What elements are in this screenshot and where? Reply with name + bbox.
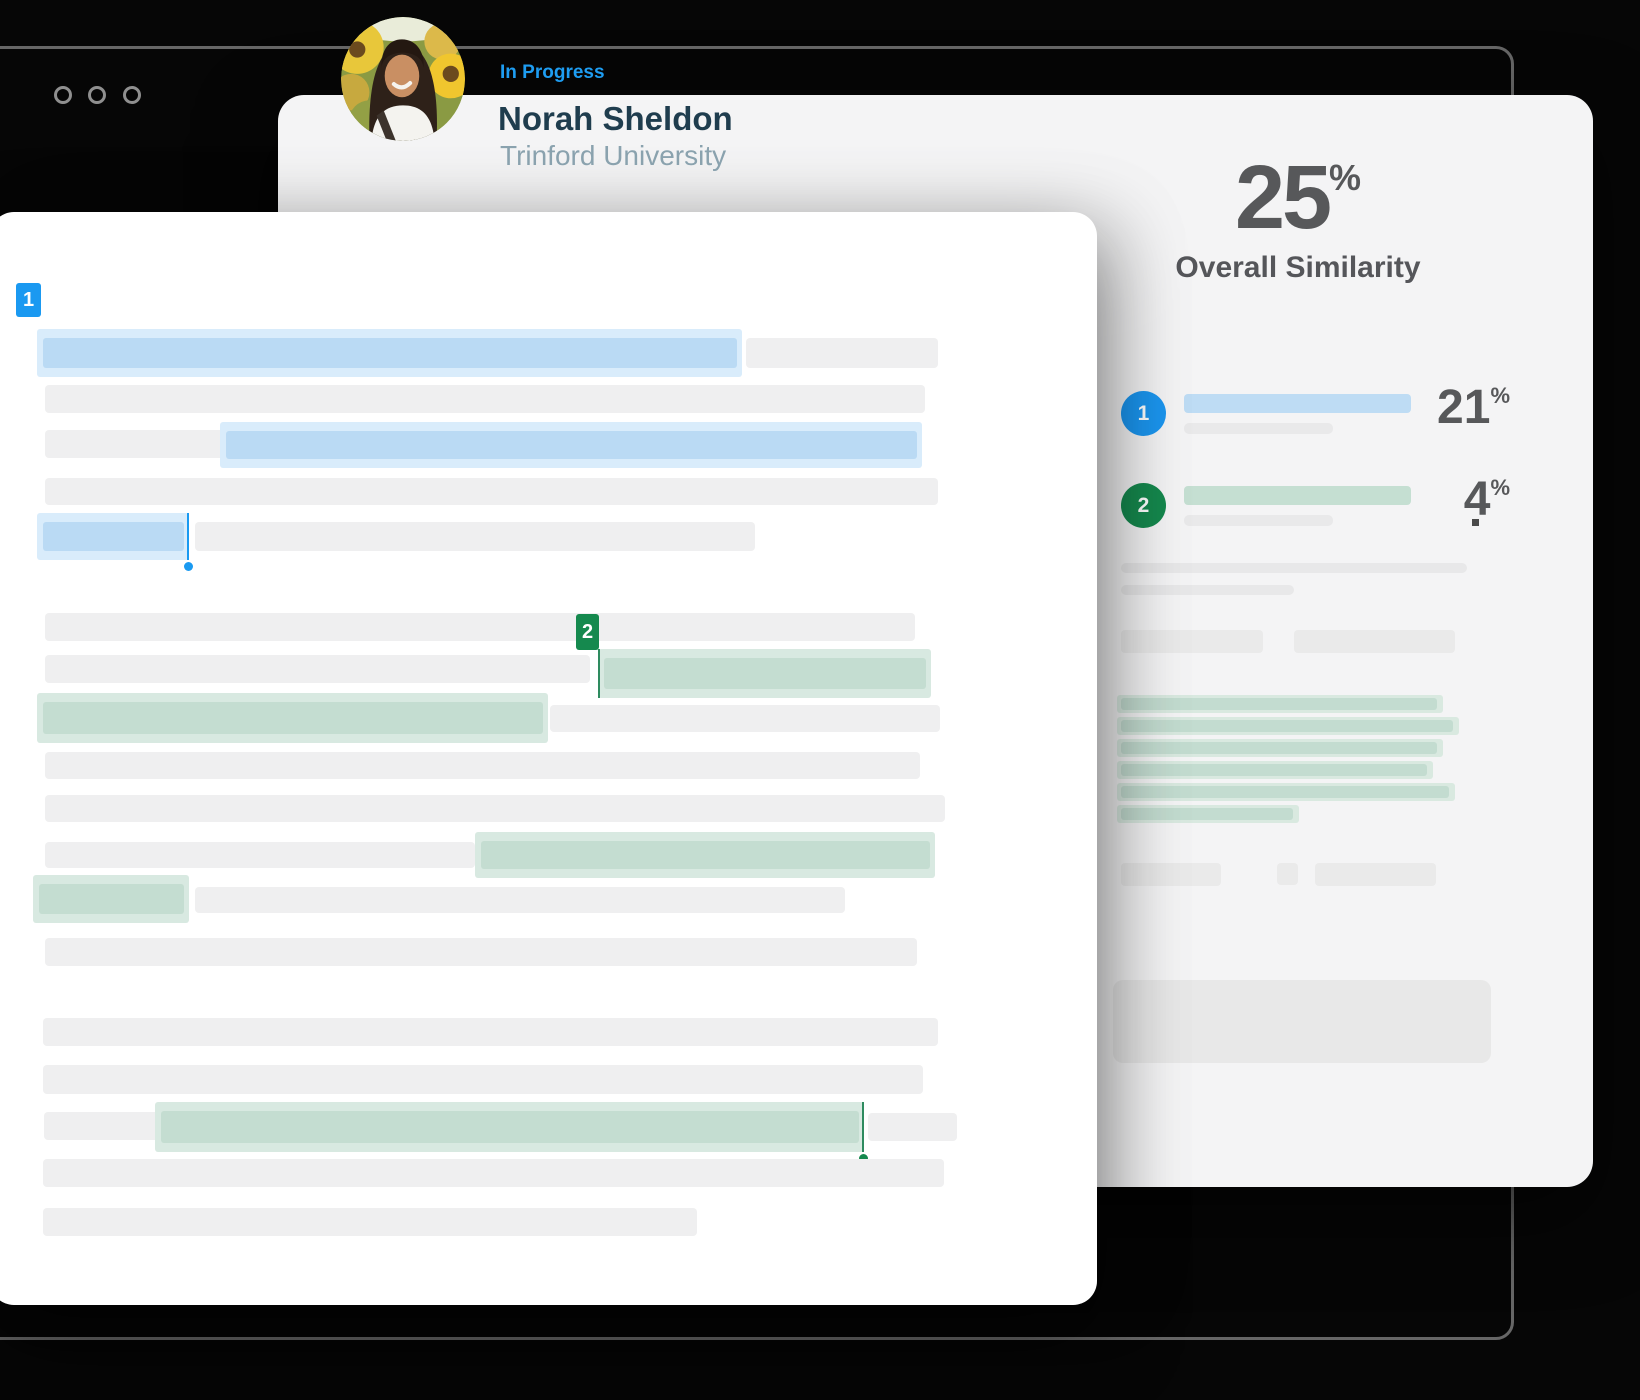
selection-caret-dot xyxy=(859,1154,868,1163)
placeholder-line xyxy=(1121,563,1467,573)
text-line-placeholder xyxy=(43,1208,697,1236)
text-line-placeholder xyxy=(195,887,845,913)
selection-caret-green[interactable] xyxy=(859,1102,868,1163)
scroll-indicator xyxy=(1472,519,1479,526)
source-1-subbar xyxy=(1184,423,1333,434)
text-line-placeholder xyxy=(45,478,938,505)
selection-caret-blue[interactable] xyxy=(184,513,193,571)
green-similarity-highlight[interactable] xyxy=(155,1102,864,1152)
placeholder-chip xyxy=(1277,863,1298,885)
similarity-source-row-1[interactable]: 1 21% xyxy=(1121,384,1510,450)
overall-similarity-value: 25% xyxy=(1234,148,1362,248)
text-line-placeholder xyxy=(45,385,925,413)
source-2-bar xyxy=(1184,486,1411,505)
source-2-badge: 2 xyxy=(1121,483,1166,528)
text-line-placeholder xyxy=(45,842,475,868)
text-line-placeholder xyxy=(43,1065,923,1094)
similarity-source-row-2[interactable]: 2 4% xyxy=(1121,476,1510,542)
similarity-marker-1[interactable]: 1 xyxy=(16,283,41,317)
blue-similarity-highlight[interactable] xyxy=(37,329,742,377)
percent-sign: % xyxy=(1329,157,1362,198)
window-control-dot-3[interactable] xyxy=(123,86,141,104)
text-line-placeholder xyxy=(43,1018,938,1046)
similarity-marker-2[interactable]: 2 xyxy=(576,614,599,650)
percent-sign: % xyxy=(1490,383,1510,408)
green-similarity-highlight[interactable] xyxy=(37,693,548,743)
text-line-placeholder xyxy=(550,705,940,732)
avatar-photo xyxy=(341,17,465,141)
student-name: Norah Sheldon xyxy=(498,100,733,137)
source-1-badge: 1 xyxy=(1121,391,1166,436)
matched-text-line xyxy=(1117,761,1433,779)
green-similarity-highlight[interactable] xyxy=(598,649,931,698)
status-badge: In Progress xyxy=(500,62,605,83)
selection-caret-dot xyxy=(184,562,193,571)
matched-text-line xyxy=(1117,805,1299,823)
text-line-placeholder xyxy=(44,1112,161,1140)
green-similarity-highlight[interactable] xyxy=(33,875,189,923)
matched-text-line xyxy=(1117,739,1443,757)
source-1-percent: 21% xyxy=(1437,381,1510,434)
placeholder-chip xyxy=(1294,630,1455,653)
text-line-placeholder xyxy=(45,655,590,683)
avatar xyxy=(341,17,465,141)
text-line-placeholder xyxy=(195,522,755,551)
window-control-dot-2[interactable] xyxy=(88,86,106,104)
text-line-placeholder xyxy=(43,1159,944,1187)
placeholder-chip xyxy=(1121,863,1221,886)
placeholder-chip xyxy=(1315,863,1436,886)
overall-similarity: 25% Overall Similarity xyxy=(1068,153,1528,285)
text-line-placeholder xyxy=(868,1113,957,1141)
placeholder-chip xyxy=(1121,630,1263,653)
percent-sign: % xyxy=(1490,475,1510,500)
blue-similarity-highlight[interactable] xyxy=(220,422,922,468)
text-line-placeholder xyxy=(45,938,917,966)
text-line-placeholder xyxy=(45,613,915,641)
overall-similarity-label: Overall Similarity xyxy=(1175,251,1421,284)
selection-caret-green[interactable] xyxy=(598,649,600,698)
matched-text-line xyxy=(1117,717,1459,735)
source-2-percent: 4% xyxy=(1463,473,1510,526)
action-panel-placeholder[interactable] xyxy=(1113,980,1491,1063)
text-line-placeholder xyxy=(746,338,938,368)
matched-text-line xyxy=(1117,783,1455,801)
green-similarity-highlight[interactable] xyxy=(475,832,935,878)
source-2-subbar xyxy=(1184,515,1333,526)
text-line-placeholder xyxy=(45,752,920,779)
placeholder-line xyxy=(1121,585,1294,595)
text-line-placeholder xyxy=(45,795,945,822)
window-control-dot-1[interactable] xyxy=(54,86,72,104)
matched-text-line xyxy=(1117,695,1443,713)
student-organization: Trinford University xyxy=(500,140,727,171)
blue-similarity-highlight[interactable] xyxy=(37,513,189,560)
source-1-bar xyxy=(1184,394,1411,413)
